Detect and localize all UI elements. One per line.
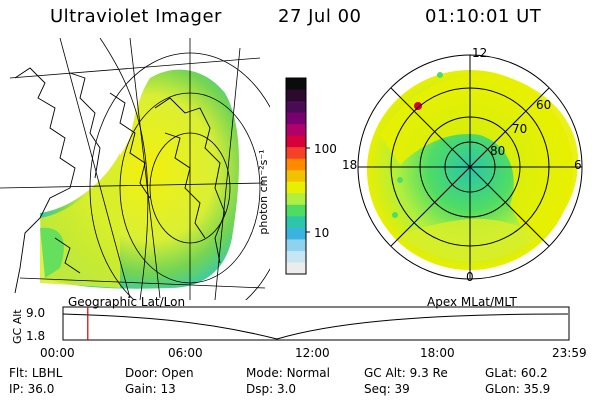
- time-label: 01:10:01 UT: [425, 6, 542, 27]
- colorbar-tick-100: 100: [314, 142, 337, 156]
- left-panel-caption: Geographic Lat/Lon: [68, 295, 186, 309]
- colorbar-band: [286, 239, 306, 252]
- mlat-label-60: 60: [536, 98, 551, 112]
- altitude-xtick-1: 06:00: [168, 346, 203, 360]
- status-flt: Flt: LBHL: [9, 366, 63, 380]
- status-gain: Gain: 13: [125, 382, 176, 396]
- colorbar-band: [286, 216, 306, 229]
- altitude-ytick-high: 9.0: [26, 306, 46, 320]
- altitude-xtick-3: 18:00: [420, 346, 455, 360]
- mlt-label-0: 0: [466, 270, 474, 284]
- mlat-label-80: 80: [490, 144, 505, 158]
- colorbar-band: [286, 112, 306, 125]
- colorbar-band: [286, 262, 306, 275]
- altitude-ytick-low: 1.8: [26, 329, 46, 343]
- date-label: 27 Jul 00: [278, 6, 362, 27]
- status-seq: Seq: 39: [364, 382, 410, 396]
- status-mode: Mode: Normal: [246, 366, 330, 380]
- colorbar-band: [286, 204, 306, 217]
- colorbar-band: [286, 181, 306, 194]
- colorbar-tick-10: 10: [314, 226, 330, 240]
- right-panel-caption: Apex MLat/MLT: [427, 295, 517, 309]
- altitude-xtick-0: 00:00: [40, 346, 75, 360]
- altitude-plot: [62, 306, 570, 341]
- status-glon: GLon: 35.9: [485, 382, 551, 396]
- colorbar-band: [286, 124, 306, 137]
- colorbar-band: [286, 135, 306, 148]
- colorbar-band: [286, 78, 306, 91]
- colorbar-band: [286, 101, 306, 114]
- colorbar-band: [286, 250, 306, 263]
- polar-plot: 12 18 6 0 60 70 80: [342, 46, 583, 284]
- mlt-label-12: 12: [472, 46, 487, 60]
- mlat-label-70: 70: [512, 122, 527, 136]
- instrument-title: Ultraviolet Imager: [50, 6, 222, 27]
- colorbar-band: [286, 89, 306, 102]
- colorbar: photon cm⁻²s⁻¹: [257, 77, 310, 275]
- status-gc-alt: GC Alt: 9.3 Re: [364, 366, 448, 380]
- colorbar-band: [286, 227, 306, 240]
- altitude-ylabel: GC Alt: [11, 309, 24, 344]
- status-door: Door: Open: [125, 366, 194, 380]
- colorbar-band: [286, 193, 306, 206]
- status-glat: GLat: 60.2: [485, 366, 548, 380]
- colorbar-unit: photon cm⁻²s⁻¹: [257, 149, 270, 234]
- status-dsp: Dsp: 3.0: [246, 382, 297, 396]
- altitude-xtick-2: 12:00: [295, 346, 330, 360]
- mlt-label-6: 6: [574, 158, 582, 172]
- colorbar-band: [286, 147, 306, 160]
- colorbar-band: [286, 158, 306, 171]
- altitude-ylabel-wrap: GC Alt: [10, 306, 24, 346]
- geographic-image: [0, 38, 270, 300]
- altitude-xtick-4: 23:59: [552, 346, 587, 360]
- colorbar-band: [286, 170, 306, 183]
- status-ip: IP: 36.0: [9, 382, 55, 396]
- mlt-label-18: 18: [342, 158, 357, 172]
